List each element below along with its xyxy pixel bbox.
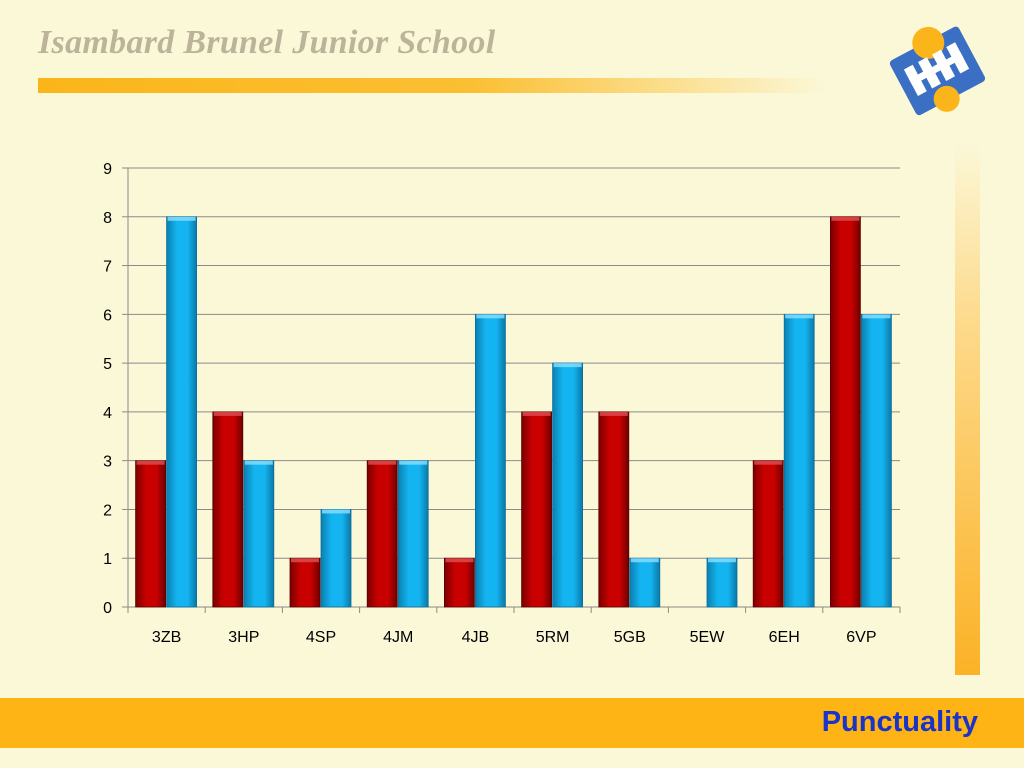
school-logo-icon — [889, 26, 986, 116]
bar-highlight — [322, 509, 350, 514]
bar — [521, 411, 552, 608]
title-underline-bar — [38, 78, 828, 93]
bar — [289, 557, 321, 608]
footer-bar — [0, 698, 1024, 748]
x-tick-label: 5RM — [536, 629, 570, 646]
y-tick-label: 1 — [103, 551, 112, 568]
y-tick-label: 3 — [103, 454, 112, 471]
bar-highlight — [862, 314, 891, 319]
bar — [366, 460, 398, 608]
bar-highlight — [213, 411, 242, 416]
y-tick-label: 6 — [103, 307, 112, 324]
bar-highlight — [244, 460, 273, 465]
school-title: Isambard Brunel Junior School — [38, 24, 496, 61]
y-tick-label: 9 — [103, 161, 112, 178]
y-tick-label: 8 — [103, 210, 112, 227]
x-tick-label: 4SP — [306, 629, 336, 646]
y-tick-label: 2 — [103, 502, 112, 519]
x-tick-label: 5GB — [614, 629, 646, 646]
y-tick-label: 7 — [103, 259, 112, 276]
bar — [243, 460, 275, 608]
bar — [320, 509, 352, 608]
bar — [830, 216, 861, 608]
y-tick-label: 5 — [103, 356, 112, 373]
side-accent-bar — [955, 140, 980, 675]
bar-highlight — [476, 314, 505, 319]
x-tick-label: 4JM — [383, 629, 413, 646]
bar — [861, 313, 892, 608]
bar — [706, 557, 738, 608]
bar — [629, 557, 661, 608]
bar-highlight — [167, 216, 196, 221]
bar — [552, 362, 583, 608]
x-tick-label: 3ZB — [152, 629, 181, 646]
y-tick-label: 0 — [103, 600, 112, 617]
bar — [166, 216, 198, 608]
bar-highlight — [522, 411, 551, 416]
x-tick-label: 3HP — [228, 629, 259, 646]
bar-highlight — [708, 558, 736, 563]
bar-highlight — [399, 460, 428, 465]
bar-highlight — [553, 363, 582, 368]
footer-label: Punctuality — [821, 706, 978, 738]
bar-highlight — [831, 216, 860, 221]
bar — [212, 411, 244, 608]
x-tick-label: 6EH — [769, 629, 800, 646]
bar-highlight — [445, 558, 474, 563]
bar — [752, 460, 784, 608]
x-tick-label: 5EW — [690, 629, 726, 646]
bar-highlight — [630, 558, 659, 563]
bar-highlight — [785, 314, 814, 319]
bar — [474, 313, 506, 608]
x-tick-label: 4JB — [462, 629, 490, 646]
y-tick-label: 4 — [103, 405, 112, 422]
bar — [598, 411, 630, 608]
x-tick-label: 6VP — [846, 629, 876, 646]
bar-highlight — [368, 460, 397, 465]
bar — [783, 313, 815, 608]
bar-highlight — [136, 460, 165, 465]
bar — [397, 460, 429, 608]
bar-highlight — [754, 460, 783, 465]
bar-highlight — [291, 558, 319, 563]
bar-highlight — [599, 411, 628, 416]
bar — [443, 557, 475, 608]
bar — [135, 460, 167, 608]
